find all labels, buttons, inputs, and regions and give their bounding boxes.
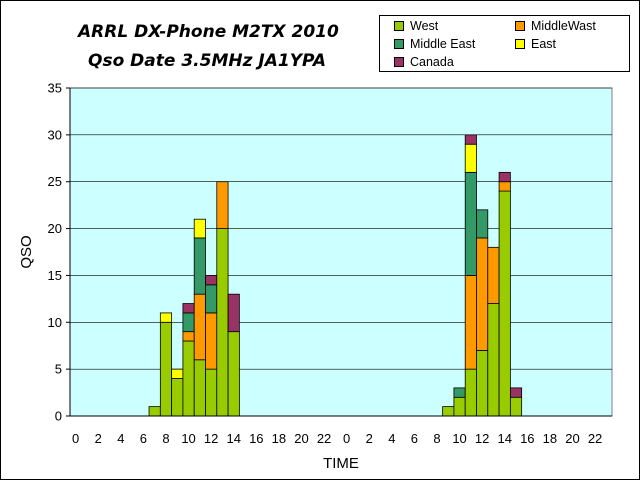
x-tick-label-3: 6 — [140, 431, 147, 446]
legend-label-middlewast: MiddleWast — [531, 19, 596, 33]
x-tick-label-18: 12 — [475, 431, 489, 446]
bar-segment-canada-12 — [205, 275, 218, 286]
legend-swatch-canada — [394, 57, 404, 67]
x-tick-label-8: 16 — [249, 431, 263, 446]
x-tick-label-4: 8 — [162, 431, 169, 446]
legend-item-west: West — [394, 19, 438, 33]
y-tick-label-20: 20 — [48, 221, 62, 236]
bar-segment-middlewast-12 — [205, 312, 218, 370]
bar-segment-east-8 — [159, 312, 173, 323]
legend-swatch-middlewast — [515, 21, 525, 31]
bar-segment-west-38 — [498, 190, 511, 417]
x-tick-label-0: 0 — [72, 431, 79, 446]
bar-segment-middlewast-13 — [216, 181, 229, 229]
bar-segment-west-34 — [453, 396, 466, 417]
x-tick-label-10: 20 — [294, 431, 308, 446]
x-tick-label-23: 22 — [588, 431, 602, 446]
x-tick-label-19: 14 — [497, 431, 511, 446]
x-tick-label-13: 2 — [366, 431, 373, 446]
bar-segment-west-14 — [227, 331, 240, 417]
bar-segment-west-12 — [205, 368, 218, 417]
bar-segment-middlewast-11 — [193, 293, 206, 361]
bar-segment-west-11 — [193, 359, 206, 417]
bar-segment-middle-east-11 — [193, 237, 206, 295]
x-tick-label-16: 8 — [433, 431, 440, 446]
bar-segment-middle-east-35 — [464, 171, 477, 276]
bar-segment-west-37 — [487, 303, 500, 417]
chart-title-line-1: ARRL DX-Phone M2TX 2010 — [78, 22, 339, 42]
plot-area — [69, 87, 613, 417]
bar-segment-middlewast-35 — [464, 275, 477, 370]
x-tick-label-7: 14 — [226, 431, 240, 446]
bar-segment-middlewast-38 — [498, 181, 511, 192]
x-tick-label-22: 20 — [565, 431, 579, 446]
bar-segment-middlewast-36 — [476, 237, 489, 351]
x-tick-label-6: 12 — [204, 431, 218, 446]
y-tick-label-25: 25 — [48, 174, 62, 189]
bar-segment-west-7 — [148, 406, 161, 417]
chart-legend: West Middle East Canada MiddleWast East — [379, 15, 630, 72]
y-axis-label: QSO — [18, 235, 35, 268]
bar-segment-canada-38 — [498, 171, 511, 183]
bar-segment-west-13 — [216, 228, 229, 417]
y-tick-label-10: 10 — [48, 315, 62, 330]
bar-segment-west-9 — [171, 378, 184, 417]
bar-segment-canada-14 — [227, 293, 240, 333]
bar-segment-west-35 — [464, 368, 477, 417]
y-tick-label-5: 5 — [55, 362, 62, 377]
bar-segment-canada-35 — [464, 134, 477, 145]
y-tick-label-0: 0 — [55, 409, 62, 424]
x-tick-label-17: 10 — [452, 431, 466, 446]
legend-label-middle-east: Middle East — [410, 37, 476, 51]
y-tick-label-30: 30 — [48, 127, 62, 142]
bar-segment-canada-39 — [509, 387, 523, 398]
bar-segment-middlewast-10 — [182, 331, 195, 342]
x-tick-label-15: 6 — [411, 431, 418, 446]
legend-label-east: East — [531, 37, 557, 51]
bar-segment-middle-east-36 — [476, 209, 489, 239]
x-axis-label: TIME — [323, 455, 359, 472]
x-tick-label-21: 18 — [543, 431, 557, 446]
bar-segment-west-10 — [182, 340, 195, 417]
bar-segment-middle-east-12 — [205, 284, 218, 314]
legend-label-canada: Canada — [410, 55, 454, 69]
bar-segment-west-8 — [159, 321, 173, 417]
legend-item-middlewast: MiddleWast — [515, 19, 596, 33]
x-tick-labels: 0 2 4 6 8 10 12 14 16 18 20 22 0 2 4 6 8 10 12 14 16 18 20 22 — [72, 431, 602, 446]
bar-segment-west-39 — [509, 396, 523, 417]
legend-swatch-west — [394, 21, 404, 31]
legend-swatch-east — [515, 39, 525, 49]
legend-label-west: West — [410, 19, 439, 33]
x-tick-label-11: 22 — [317, 431, 331, 446]
x-tick-label-1: 2 — [95, 431, 102, 446]
x-tick-label-9: 18 — [272, 431, 286, 446]
bar-segment-east-35 — [464, 143, 477, 173]
legend-swatch-middle-east — [394, 39, 404, 49]
x-tick-label-20: 16 — [520, 431, 534, 446]
x-tick-label-5: 10 — [181, 431, 195, 446]
x-tick-label-14: 4 — [388, 431, 395, 446]
legend-item-canada: Canada — [394, 55, 454, 69]
x-tick-label-12: 0 — [343, 431, 350, 446]
legend-item-east: East — [515, 37, 556, 51]
bar-segment-west-36 — [476, 349, 489, 417]
bar-segment-middle-east-34 — [453, 387, 466, 398]
bar-segment-west-33 — [442, 406, 455, 417]
bar-segment-east-11 — [193, 218, 206, 239]
y-tick-labels: 0 5 10 15 20 25 30 35 — [48, 81, 62, 424]
bar-segment-canada-10 — [182, 303, 195, 314]
bars — [148, 134, 523, 417]
bar-segment-middlewast-37 — [487, 246, 500, 304]
y-tick-label-15: 15 — [48, 268, 62, 283]
y-tick-label-35: 35 — [48, 81, 62, 96]
chart-title-line-2: Qso Date 3.5MHz JA1YPA — [88, 51, 327, 71]
bar-segment-middle-east-10 — [182, 312, 195, 333]
axes — [66, 87, 612, 417]
legend-item-middle-east: Middle East — [394, 37, 475, 51]
x-tick-label-2: 4 — [117, 431, 124, 446]
bar-segment-east-9 — [171, 368, 184, 379]
